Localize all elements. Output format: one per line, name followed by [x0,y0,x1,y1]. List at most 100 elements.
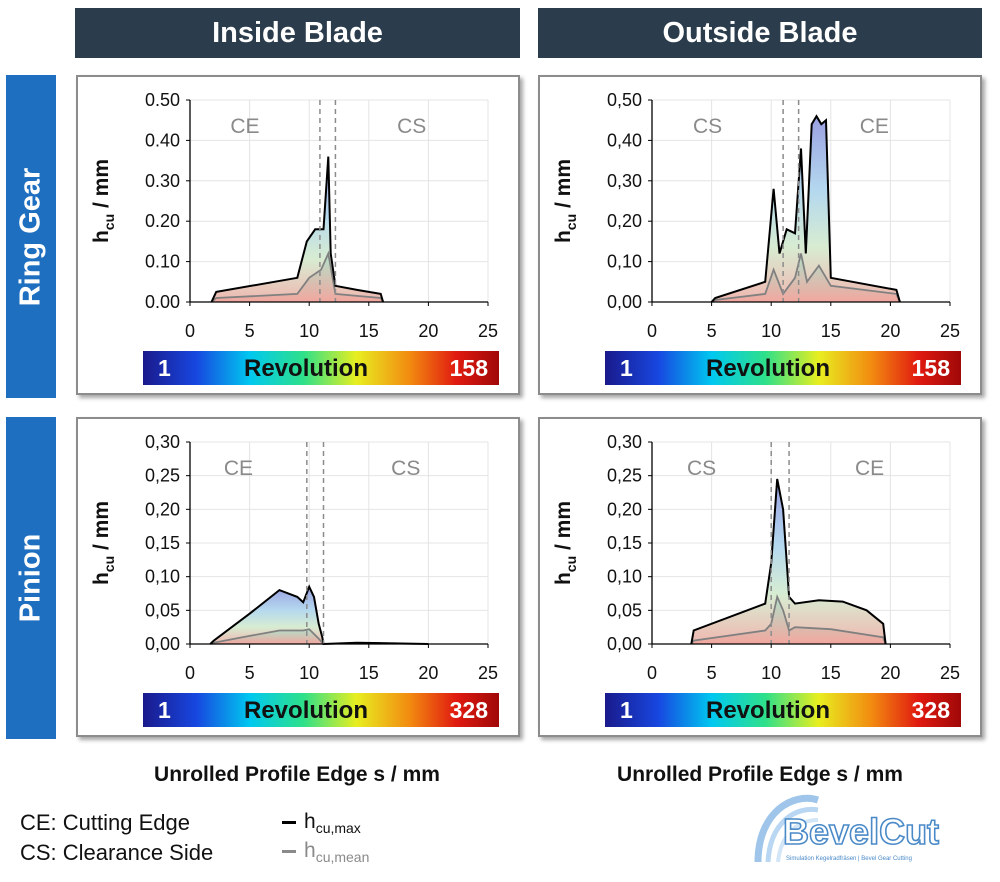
area-fill-max [211,156,384,302]
y-tick-label: 0,20 [607,211,642,231]
x-tick-label: 15 [821,663,841,683]
chart-panel-ring-inside: CE CS 0.00 0.10 0.20 0.30 0.40 0.50 0 5 10 15 20 25 hc… [76,75,520,395]
y-tick-label: 0,00 [607,634,642,654]
region-label-right: CS [397,115,426,138]
row-header-ring-gear-label: Ring Gear [14,167,47,306]
y-tick-label: 0,10 [607,567,642,587]
y-axis-label: hcu / mm [90,501,117,585]
bevelcut-logo: BevelCut Simulation Kegelradfräsen | Bev… [754,794,940,863]
y-tick-label: 0,15 [145,533,180,553]
y-axis-label: hcu / mm [552,159,579,243]
legend-ce: CE: Cutting Edge [20,810,190,835]
y-tick-label: 0.30 [145,171,180,191]
x-tick-label: 10 [299,321,319,341]
y-tick-label: 0.10 [145,252,180,272]
x-tick-label: 20 [418,321,438,341]
colorbar-max-label: 158 [912,355,951,381]
y-axis-label-sub: cu [563,556,579,572]
x-tick-label: 10 [299,663,319,683]
colorbar-title: Revolution [706,697,830,724]
region-label-left: CS [693,115,722,138]
legend-max-label: h [304,810,316,833]
y-tick-label: 0,25 [607,466,642,486]
legend-mean-sub: cu,mean [315,849,370,866]
colorbar-max-label: 328 [450,697,489,723]
region-label-right: CS [391,457,420,480]
series-line-hcu-mean [209,628,325,645]
region-label-right: CE [860,115,889,138]
logo-tagline: Simulation Kegelradfräsen | Bevel Gear C… [786,856,912,862]
x-axis-label-outside: Unrolled Profile Edge s / mm [617,763,903,786]
region-label-left: CE [224,457,253,480]
chart-panel-pinion-outside: CS CE 0,00 0,05 0,10 0,15 0,20 0,25 0,30 0 5 10 15 20… [538,417,982,737]
x-tick-label: 0 [185,321,195,341]
logo-swoosh-icon [754,794,820,863]
chart-panel-pinion-inside: CE CS 0,00 0,05 0,10 0,15 0,20 0,25 0,30 0 5 10 15 20… [76,417,520,737]
y-tick-label: 0,25 [145,466,180,486]
y-tick-label: 0,00 [145,634,180,654]
legend-mean-label: h [304,839,316,862]
x-tick-label: 15 [359,321,379,341]
series-line-hcu-max [210,156,385,303]
y-axis-label-main: h [552,572,575,585]
area-fill-max [691,479,886,644]
chart-pinion-outside: CS CE 0,00 0,05 0,10 0,15 0,20 0,25 0,30 0 5 10 15 20… [552,432,961,727]
region-label-right: CE [855,457,884,480]
x-tick-label: 15 [821,321,841,341]
colorbar-min-label: 1 [158,355,171,381]
legend-cs: CS: Clearance Side [20,840,214,865]
y-tick-label: 0,50 [607,90,642,110]
legend-max-line: hcu,max [282,810,361,836]
x-tick-label: 5 [707,663,717,683]
y-tick-label: 0,30 [145,432,180,452]
y-tick-label: 0,15 [607,533,642,553]
x-tick-label: 20 [880,321,900,341]
x-tick-label: 25 [940,321,960,341]
colorbar-max-label: 328 [912,697,951,723]
y-tick-label: 0.00 [145,292,180,312]
y-tick-label: 0,00 [607,292,642,312]
y-tick-label: 0.40 [145,130,180,150]
area-fill-mean [210,629,324,644]
colorbar [605,351,961,385]
x-tick-label: 5 [245,663,255,683]
y-tick-label: 0,20 [607,499,642,519]
y-tick-label: 0,05 [145,600,180,620]
y-tick-label: 0,10 [145,567,180,587]
x-axis-label-inside: Unrolled Profile Edge s / mm [154,763,440,786]
y-tick-label: 0,05 [607,600,642,620]
x-tick-label: 0 [647,321,657,341]
x-tick-label: 20 [418,663,438,683]
y-axis-label-main: h [552,230,575,243]
y-axis-label-sub: cu [101,556,117,572]
x-tick-label: 0 [647,663,657,683]
column-header-inside-blade: Inside Blade [75,8,520,58]
x-tick-label: 5 [707,321,717,341]
area-fill-max [210,586,429,644]
legend-max-sub: cu,max [315,820,361,837]
y-axis-label-sub: cu [563,214,579,230]
legend-max-swatch [282,820,296,824]
y-tick-label: 0,10 [607,252,642,272]
y-tick-label: 0.20 [145,211,180,231]
logo-wordmark: BevelCut [783,811,939,852]
y-tick-label: 0.50 [145,90,180,110]
y-axis-label-main: h [90,230,113,243]
y-axis-label: hcu / mm [552,501,579,585]
row-header-pinion: Pinion [6,417,56,739]
x-tick-label: 25 [940,663,960,683]
area-fill-max [711,116,900,302]
y-axis-label-unit: / mm [90,159,113,214]
colorbar-min-label: 1 [158,697,171,723]
colorbar-title: Revolution [706,355,830,382]
colorbar [143,351,499,385]
chart-pinion-inside: CE CS 0,00 0,05 0,10 0,15 0,20 0,25 0,30 0 5 10 15 20… [90,432,499,727]
row-header-pinion-label: Pinion [14,533,47,623]
colorbar-title: Revolution [244,355,368,382]
series-line-hcu-mean [690,594,887,645]
y-tick-label: 0,20 [145,499,180,519]
row-header-ring-gear: Ring Gear [6,75,56,398]
legend-mean-swatch [282,849,296,853]
y-axis-label-unit: / mm [90,501,113,556]
y-axis-label-main: h [90,572,113,585]
